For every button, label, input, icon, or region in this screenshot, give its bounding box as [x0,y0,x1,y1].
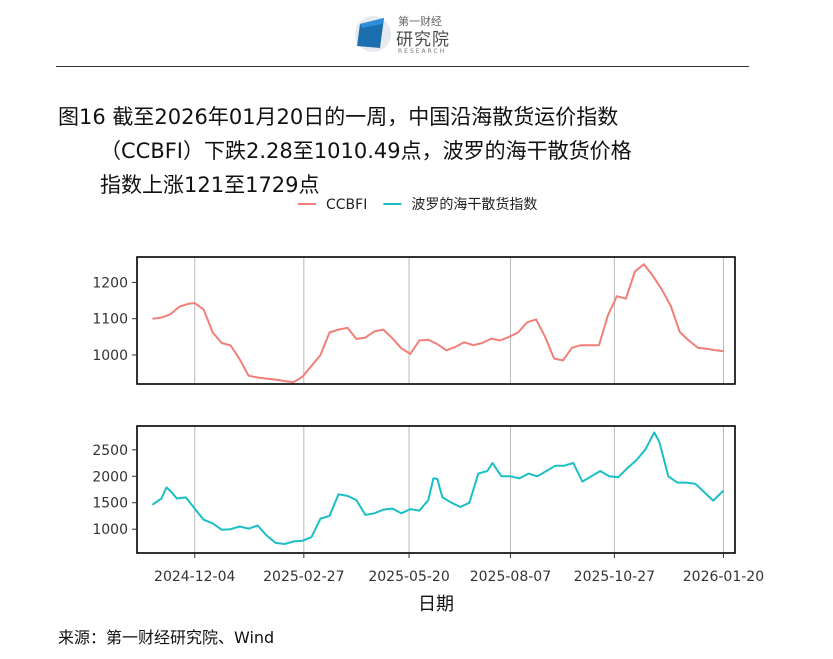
logo-name: 研究院 [396,30,450,50]
y-tick-label-1-2: 2000 [92,469,128,485]
logo-emblem-icon [355,16,391,52]
series-line-0 [152,263,724,384]
header-divider [56,66,749,67]
logo: 第一财经 研究院 RESEARCH [354,10,464,58]
y-tick-label-0-1: 1100 [92,312,128,328]
x-tick-label-3: 2025-08-07 [470,569,551,585]
series-line-1 [151,431,725,545]
title-line-1: 图16 截至2026年01月20日的一周，中国沿海散货运价指数 [58,105,619,129]
logo-brand: 第一财经 [398,15,442,28]
title-line-2: （CCBFI）下跌2.28至1010.49点，波罗的海干散货价格 [100,139,632,163]
x-tick-label-2: 2025-05-20 [368,569,449,585]
legend-label-0: CCBFI [326,197,367,213]
y-tick-label-0-2: 1200 [92,275,128,291]
y-tick-label-1-1: 1500 [92,496,128,512]
legend-label-1: 波罗的海干散货指数 [411,196,537,213]
x-tick-label-0: 2024-12-04 [154,569,235,585]
logo-en: RESEARCH [398,48,447,55]
x-tick-label-5: 2026-01-20 [683,569,764,585]
figure-title: 图16 截至2026年01月20日的一周，中国沿海散货运价指数 （CCBFI）下… [58,100,758,202]
panel-frame-0 [136,256,736,385]
x-tick-label-1: 2025-02-27 [263,569,344,585]
x-axis-label: 日期 [418,594,454,615]
y-tick-label-1-3: 2500 [92,443,128,459]
source-note: 来源：第一财经研究院、Wind [58,628,275,647]
x-tick-label-4: 2025-10-27 [574,569,655,585]
title-line-3: 指数上涨121至1729点 [100,173,320,197]
panel-frame-1 [136,425,736,554]
y-tick-label-1-0: 1000 [92,522,128,538]
y-tick-label-0-0: 1000 [92,348,128,364]
